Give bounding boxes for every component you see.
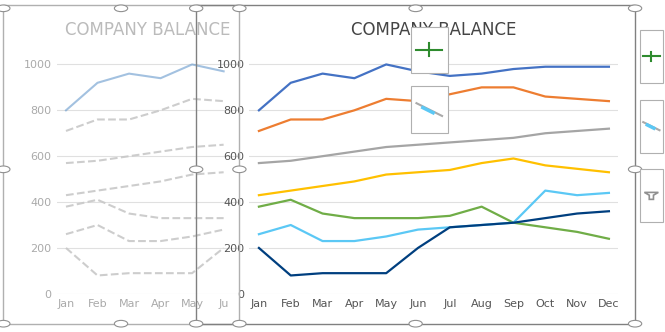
Title: COMPANY BALANCE: COMPANY BALANCE [65,21,231,39]
Title: COMPANY BALANCE: COMPANY BALANCE [351,21,517,39]
